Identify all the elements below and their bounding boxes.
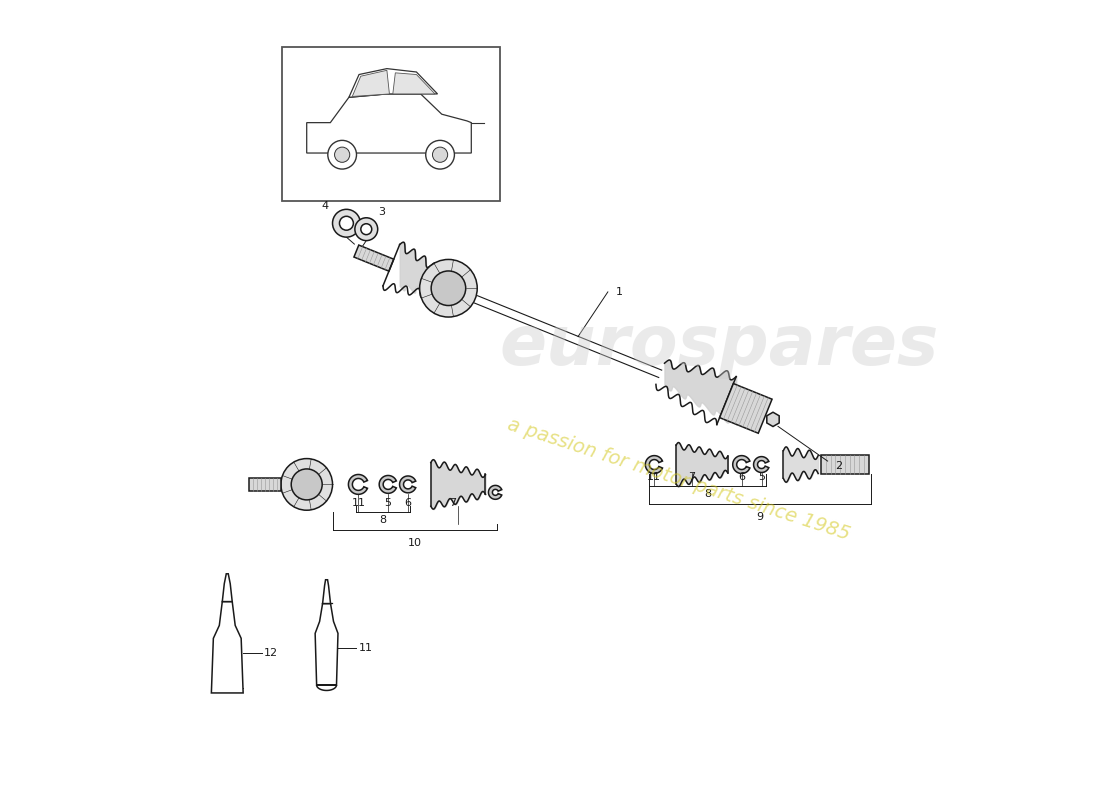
Circle shape xyxy=(280,458,332,510)
Polygon shape xyxy=(767,412,779,426)
Circle shape xyxy=(328,140,356,169)
Circle shape xyxy=(419,259,477,317)
Polygon shape xyxy=(719,383,772,434)
Circle shape xyxy=(361,224,372,234)
Circle shape xyxy=(332,210,361,237)
Text: 12: 12 xyxy=(264,648,278,658)
Text: 9: 9 xyxy=(757,512,763,522)
Circle shape xyxy=(340,216,353,230)
Text: 11: 11 xyxy=(359,643,372,654)
Polygon shape xyxy=(379,475,396,494)
Polygon shape xyxy=(222,574,232,602)
Text: 5: 5 xyxy=(385,498,392,508)
FancyBboxPatch shape xyxy=(282,47,500,202)
Text: 11: 11 xyxy=(647,473,661,482)
Text: 3: 3 xyxy=(378,207,385,218)
Polygon shape xyxy=(315,603,338,690)
Polygon shape xyxy=(211,602,243,693)
Polygon shape xyxy=(733,456,750,474)
Text: eurospares: eurospares xyxy=(499,312,938,379)
Circle shape xyxy=(355,218,377,241)
Circle shape xyxy=(431,271,465,306)
Text: 1: 1 xyxy=(616,287,623,297)
Circle shape xyxy=(292,469,322,500)
Text: 4: 4 xyxy=(321,202,329,211)
Polygon shape xyxy=(249,478,280,490)
Text: a passion for motor parts since 1985: a passion for motor parts since 1985 xyxy=(505,415,852,544)
Text: 7: 7 xyxy=(449,498,456,508)
Polygon shape xyxy=(399,476,416,493)
Polygon shape xyxy=(349,474,367,494)
Text: 11: 11 xyxy=(351,498,365,508)
Polygon shape xyxy=(646,456,662,474)
Text: 6: 6 xyxy=(738,473,745,482)
Text: 10: 10 xyxy=(408,538,422,548)
Polygon shape xyxy=(821,454,869,474)
Polygon shape xyxy=(393,73,434,94)
Text: 8: 8 xyxy=(379,515,387,525)
Text: 8: 8 xyxy=(704,490,712,499)
Polygon shape xyxy=(349,69,438,98)
Circle shape xyxy=(432,147,448,162)
Polygon shape xyxy=(322,580,330,603)
Polygon shape xyxy=(488,486,502,499)
Text: 5: 5 xyxy=(758,473,764,482)
Circle shape xyxy=(334,147,350,162)
Circle shape xyxy=(426,140,454,169)
Polygon shape xyxy=(754,457,769,473)
Text: 7: 7 xyxy=(688,473,695,482)
Polygon shape xyxy=(307,94,471,153)
Text: 6: 6 xyxy=(405,498,411,508)
Text: 2: 2 xyxy=(836,461,843,471)
Polygon shape xyxy=(352,70,389,97)
Polygon shape xyxy=(354,245,394,271)
